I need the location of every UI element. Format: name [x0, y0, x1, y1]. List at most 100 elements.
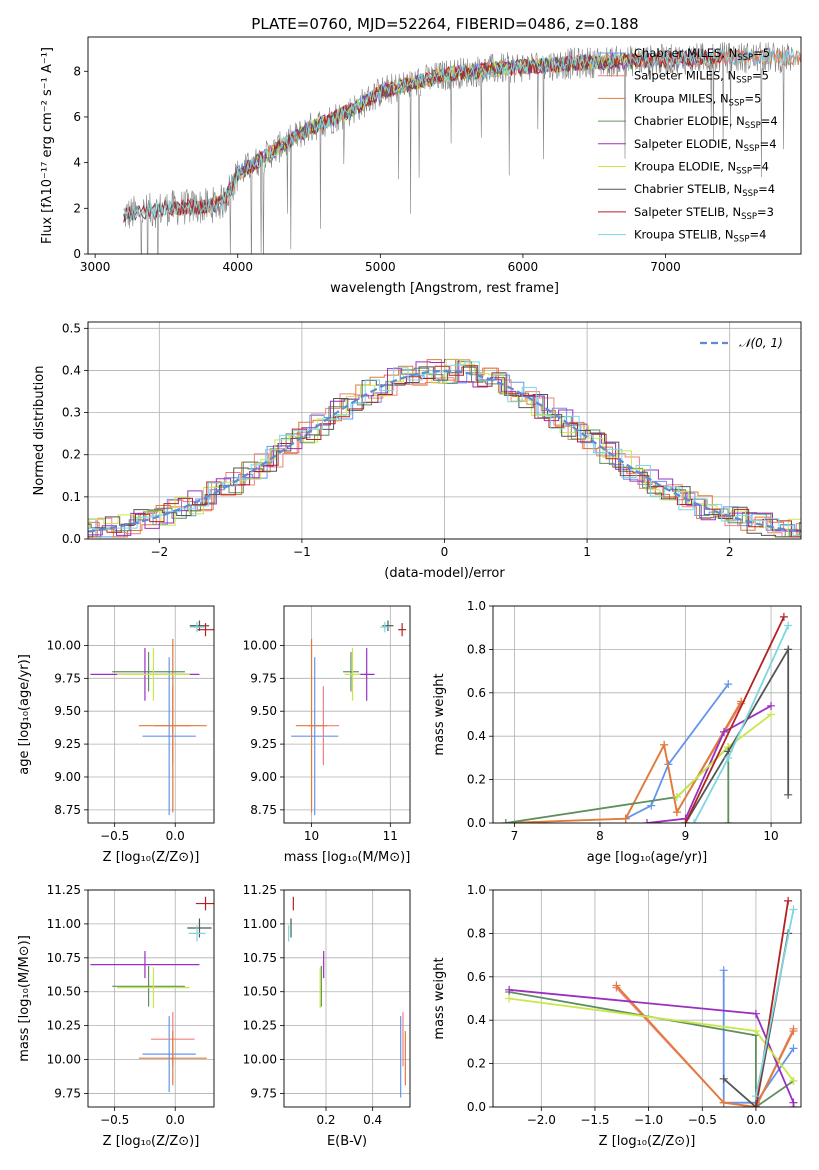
weight-vs-z-ytick-label-0: 0.0 — [467, 1100, 486, 1114]
residuals-frame — [87, 321, 802, 540]
mass-vs-ebv-xtick-label-1: 0.4 — [363, 1113, 382, 1127]
age-vs-z-ytick-label-5: 10.00 — [47, 638, 81, 652]
weight-vs-z-marker-7-1 — [784, 896, 793, 905]
mass-vs-z-axes: −0.5 0.0 9.75 10.00 10.25 10.50 10.75 11.00 11.2… — [47, 883, 214, 1127]
weight-vs-z-xtick-label-3: −0.5 — [688, 1113, 717, 1127]
weight-vs-age-ytick-label-5: 1.0 — [467, 599, 486, 613]
weight-vs-z-series-8 — [755, 909, 795, 1097]
weight-vs-age-series-8 — [693, 625, 790, 823]
weight-vs-age-marker-2-1 — [621, 814, 630, 823]
age-vs-mass-axes: 10 11 8.75 9.00 9.25 9.50 9.75 10.00 — [243, 606, 410, 843]
mass-vs-z-frame — [87, 889, 215, 1108]
age-vs-mass-ytick-label-2: 9.25 — [250, 737, 277, 751]
residuals-plot — [88, 358, 801, 538]
weight-vs-z-marker-5-0 — [505, 994, 514, 1003]
weight-vs-age-marker-7-0 — [681, 819, 690, 823]
residuals-hist-chabrier_stelib — [88, 366, 801, 538]
mass-vs-ebv-ytick-label-5: 11.00 — [243, 917, 277, 931]
mass-vs-z-ytick-label-1: 10.00 — [47, 1053, 81, 1067]
age-vs-z-xtick-label-1: 0.0 — [166, 829, 185, 843]
weight-vs-age-marker-2-2 — [660, 740, 669, 749]
weight-vs-z-series-0 — [722, 970, 795, 1104]
mass-vs-z-ytick-label-5: 11.00 — [47, 917, 81, 931]
residuals-ylabel: Normed distribution — [32, 366, 47, 496]
weight-vs-age-ytick-label-0: 0.0 — [467, 816, 486, 830]
spectrum-ytick-label-3: 6 — [73, 110, 81, 124]
weight-vs-age-ylabel: mass weight — [432, 673, 447, 755]
spectrum-ytick-label-2: 4 — [73, 156, 81, 170]
residuals-ytick-label-0: 0.0 — [62, 532, 81, 546]
residuals-normal-curve — [88, 369, 801, 533]
mass-vs-z-ytick-label-3: 10.50 — [47, 985, 81, 999]
mass-vs-ebv-ytick-label-0: 9.75 — [250, 1086, 277, 1100]
weight-vs-age-marker-7-1 — [779, 612, 788, 621]
weight-vs-age-marker-0-1 — [647, 801, 656, 810]
weight-vs-age-xtick-label-2: 9 — [682, 829, 690, 843]
residuals-xtick-label-3: 1 — [583, 545, 591, 559]
spectrum-xlabel: wavelength [Angstrom, rest frame] — [330, 281, 559, 296]
weight-vs-age-ytick-label-4: 0.8 — [467, 642, 486, 656]
spectrum-legend-label-1: Salpeter MILES, NSSP=5 — [634, 69, 769, 86]
mass-vs-ebv-xlabel: E(B-V) — [327, 1134, 367, 1149]
spectrum-model-chabrier_elodie — [223, 52, 638, 204]
weight-vs-age-series-5 — [676, 713, 772, 798]
age-vs-z-plot — [90, 620, 214, 816]
residuals-hist-salpeter_stelib — [88, 365, 801, 538]
weight-vs-age-marker-4-2 — [720, 727, 728, 736]
mass-vs-ebv-xtick-label-0: 0.2 — [316, 1113, 335, 1127]
weight-vs-z-xlabel: Z [log₁₀(Z/Z⊙)] — [599, 1134, 696, 1149]
age-vs-mass-ytick-label-1: 9.00 — [250, 770, 277, 784]
age-vs-mass-xtick-label-1: 11 — [383, 829, 398, 843]
residuals-hist-chabrier_elodie — [88, 361, 801, 538]
weight-vs-z-marker-6-0 — [719, 1074, 728, 1083]
spectrum-legend-label-0: Chabrier MILES, NSSP=5 — [634, 46, 770, 63]
spectrum-xtick-label-1: 4000 — [222, 260, 253, 274]
mass-vs-z-xtick-label-1: 0.0 — [166, 1113, 185, 1127]
age-vs-z-ytick-label-1: 9.00 — [54, 770, 81, 784]
weight-vs-age-marker-2-3 — [672, 808, 681, 817]
age-vs-z-frame — [87, 605, 215, 824]
spectrum-ytick-label-1: 2 — [73, 201, 81, 215]
mass-vs-z-xtick-label-0: −0.5 — [100, 1113, 129, 1127]
age-vs-mass-plot — [291, 620, 407, 816]
residuals-ytick-label-1: 0.1 — [62, 490, 81, 504]
spectrum-legend-label-3: Chabrier ELODIE, NSSP=4 — [634, 114, 778, 131]
weight-vs-age-frame — [492, 605, 802, 824]
spectrum-plot — [123, 41, 801, 254]
mass-vs-ebv-frame — [283, 889, 411, 1108]
residuals-xtick-label-4: 2 — [726, 545, 734, 559]
weight-vs-z-marker-4-3 — [789, 1103, 798, 1107]
residuals-ytick-label-3: 0.3 — [62, 406, 81, 420]
weight-vs-age-series-0 — [625, 683, 730, 820]
age-vs-mass-xtick-label-0: 10 — [304, 829, 319, 843]
spectrum-legend-label-7: Salpeter STELIB, NSSP=3 — [634, 205, 774, 222]
weight-vs-age-marker-8-2 — [784, 621, 793, 630]
weight-vs-z-ytick-label-3: 0.6 — [467, 970, 486, 984]
weight-vs-z-marker-5-2 — [789, 1076, 798, 1085]
age-vs-mass-ytick-label-5: 10.00 — [243, 638, 277, 652]
mass-vs-z-plot — [90, 896, 214, 1093]
spectrum-xtick-label-3: 6000 — [508, 260, 539, 274]
residuals-hist-kroupa_stelib — [88, 361, 801, 537]
weight-vs-age-marker-4-3 — [767, 701, 776, 710]
spectrum-axes: 3000 4000 5000 6000 7000 0 2 4 6 8 — [73, 64, 680, 274]
weight-vs-age-marker-8-1 — [724, 753, 733, 762]
age-vs-mass-ytick-label-0: 8.75 — [250, 803, 277, 817]
age-vs-mass-frame — [283, 605, 411, 824]
spectrum-legend-label-4: Salpeter ELODIE, NSSP=4 — [634, 137, 777, 154]
mass-vs-ebv-ytick-label-1: 10.00 — [243, 1053, 277, 1067]
weight-vs-age-ytick-label-3: 0.6 — [467, 686, 486, 700]
spectrum-legend-label-5: Kroupa ELODIE, NSSP=4 — [634, 160, 769, 177]
weight-vs-z-plot — [505, 896, 798, 1107]
weight-vs-z-series-4 — [509, 988, 795, 1107]
spectrum-observed-line — [123, 41, 795, 254]
spectrum-xtick-label-0: 3000 — [80, 260, 111, 274]
mass-vs-ebv-plot — [288, 896, 406, 1098]
weight-vs-age-ytick-label-2: 0.4 — [467, 729, 486, 743]
spectrum-xtick-label-2: 5000 — [365, 260, 396, 274]
age-vs-z-xtick-label-0: −0.5 — [100, 829, 129, 843]
residuals-xtick-label-2: 0 — [441, 545, 449, 559]
mass-vs-ebv-ytick-label-3: 10.50 — [243, 985, 277, 999]
weight-vs-z-marker-0-0 — [719, 966, 728, 975]
